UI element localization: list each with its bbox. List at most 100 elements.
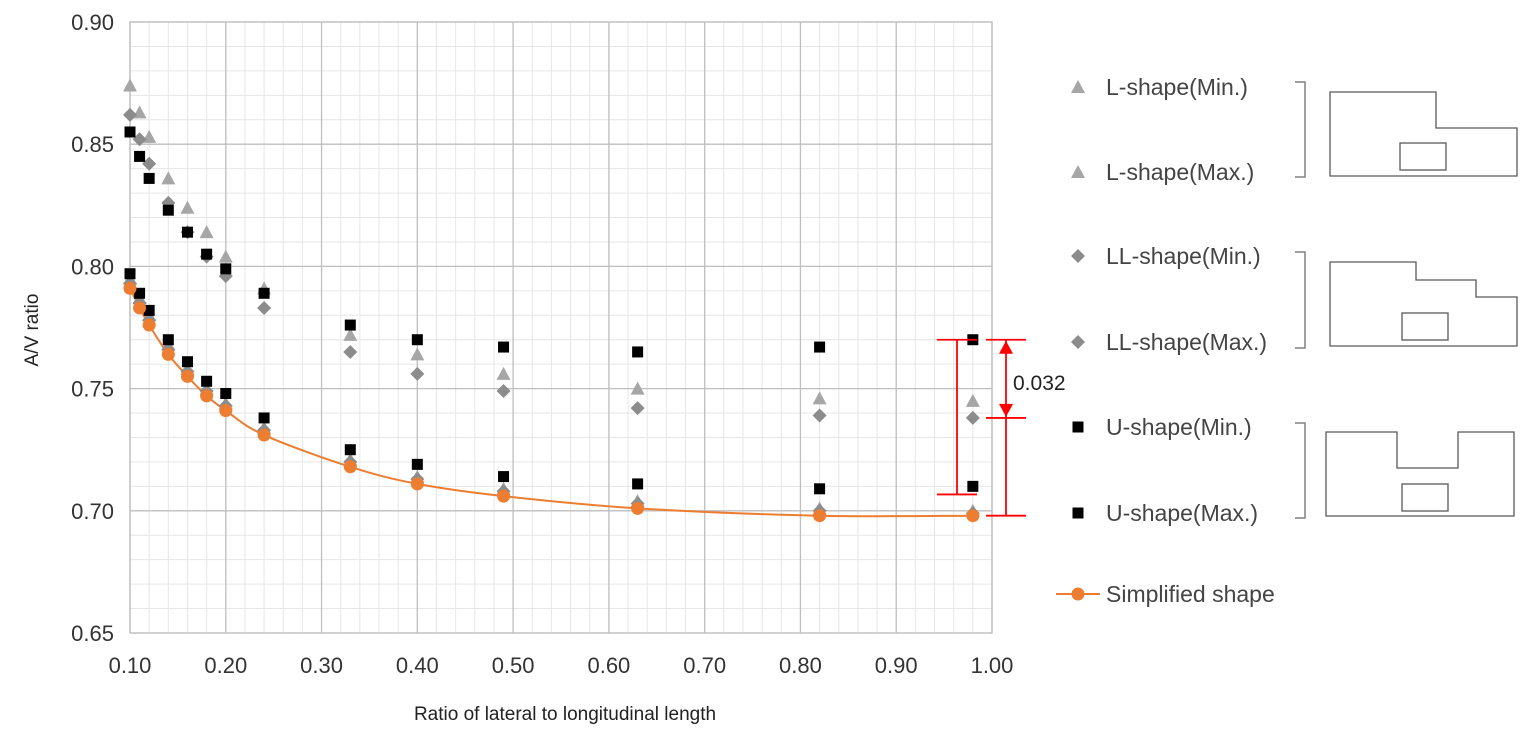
point-simplified-shape [180,369,194,383]
y-tick-label: 0.85 [71,132,114,157]
point-simplified-shape [161,347,175,361]
x-tick-label: 0.20 [204,653,247,678]
legend-item-simplified-shape: Simplified shape [1056,581,1275,607]
point-simplified-shape [410,477,424,491]
legend-label: LL-shape(Min.) [1106,243,1261,269]
shape-diagrams [1325,91,1518,517]
point-simplified-shape [200,389,214,403]
point-ll-shape-max [132,132,147,147]
y-tick-label: 0.80 [71,254,114,279]
plot-area-border [129,21,993,634]
legend-marker [1071,335,1085,349]
point-ll-shape-max [257,300,272,315]
plot-border [129,21,993,634]
point-u-shape-max [134,150,146,162]
point-ll-shape-max [812,408,827,423]
simplified-shape-line [129,287,973,518]
point-u-shape-max [814,341,826,353]
point-simplified-shape [343,460,357,474]
legend: L-shape(Min.) L-shape(Max.) LL-shape(Min.)… [1056,74,1306,607]
legend-marker [1071,587,1085,601]
point-u-shape-max [124,126,136,138]
u-shape-diagram [1325,431,1515,517]
point-u-shape-min [181,356,193,368]
point-u-shape-min [258,412,270,424]
legend-label: L-shape(Max.) [1106,159,1254,185]
ll-shape-inner-rect [1401,312,1449,341]
legend-marker [1072,507,1084,519]
point-u-shape-max [162,204,174,216]
point-u-shape-max [344,319,356,331]
point-l-shape-max [630,381,645,395]
y-axis-tick-labels: 0.65 0.70 0.75 0.80 0.85 0.90 [71,10,114,646]
point-l-shape-max [218,249,233,263]
point-u-shape-min [124,268,136,280]
legend-marker [1072,421,1084,433]
point-simplified-shape [966,509,980,523]
point-ll-shape-max [343,344,358,359]
point-simplified-shape [257,428,271,442]
series-u-shape-min [124,268,979,495]
l-shape-inner-rect [1399,142,1447,171]
point-ll-shape-max [630,401,645,416]
point-ll-shape-max [410,366,425,381]
legend-group-bracket [1295,422,1306,519]
x-axis-tick-labels: 0.10 0.20 0.30 0.40 0.50 0.60 0.70 0.80 0.90 1.00 [109,653,1014,678]
x-tick-label: 0.70 [683,653,726,678]
point-l-shape-max [161,171,176,185]
point-ll-shape-max [965,410,980,425]
point-simplified-shape [142,318,156,332]
point-simplified-shape [497,489,511,503]
difference-annotation: 0.032 [937,338,1066,517]
legend-marker [1071,165,1085,178]
legend-marker [1071,80,1085,93]
point-u-shape-max [258,287,270,299]
point-u-shape-max [181,226,193,238]
y-tick-label: 0.90 [71,10,114,35]
point-u-shape-min [162,334,174,346]
legend-item-ll-shape-min: LL-shape(Min.) [1071,243,1261,269]
legend-label: U-shape(Min.) [1106,414,1252,440]
point-u-shape-min [967,480,979,492]
legend-item-ll-shape-max: LL-shape(Max.) [1071,329,1267,355]
point-u-shape-max [632,346,644,358]
y-tick-label: 0.70 [71,499,114,524]
point-ll-shape-max [142,156,157,171]
y-tick-label: 0.65 [71,621,114,646]
ll-shape-diagram [1329,261,1518,347]
point-u-shape-max [411,334,423,346]
legend-item-u-shape-min: U-shape(Min.) [1072,414,1252,440]
point-l-shape-max [410,347,425,361]
point-u-shape-min [344,444,356,456]
minor-gridlines [130,22,992,633]
point-u-shape-min [201,375,213,387]
x-tick-label: 0.50 [492,653,535,678]
x-tick-label: 0.80 [779,653,822,678]
legend-group-bracket [1295,81,1306,178]
point-u-shape-min [814,483,826,495]
x-axis-title: Ratio of lateral to longitudinal length [414,704,716,725]
x-tick-label: 0.60 [587,653,630,678]
legend-label: LL-shape(Max.) [1106,329,1267,355]
point-simplified-shape [219,404,233,418]
arrow-head-down [999,403,1013,417]
simplified-shape-curve [129,287,973,518]
legend-label: L-shape(Min.) [1106,74,1248,100]
x-tick-label: 0.30 [300,653,343,678]
legend-label: Simplified shape [1106,581,1275,607]
point-simplified-shape [133,301,147,315]
point-u-shape-max [498,341,510,353]
point-u-shape-max [201,248,213,260]
point-u-shape-min [134,287,146,299]
point-ll-shape-max [496,384,511,399]
point-u-shape-min [411,458,423,470]
point-ll-shape-max [123,107,137,122]
point-simplified-shape [813,509,827,523]
legend-group-bracket [1295,251,1306,349]
point-l-shape-max [180,200,195,214]
point-u-shape-max [143,172,155,184]
difference-label: 0.032 [1013,372,1066,395]
series-l-shape-max [123,78,980,407]
point-l-shape-max [812,391,827,405]
